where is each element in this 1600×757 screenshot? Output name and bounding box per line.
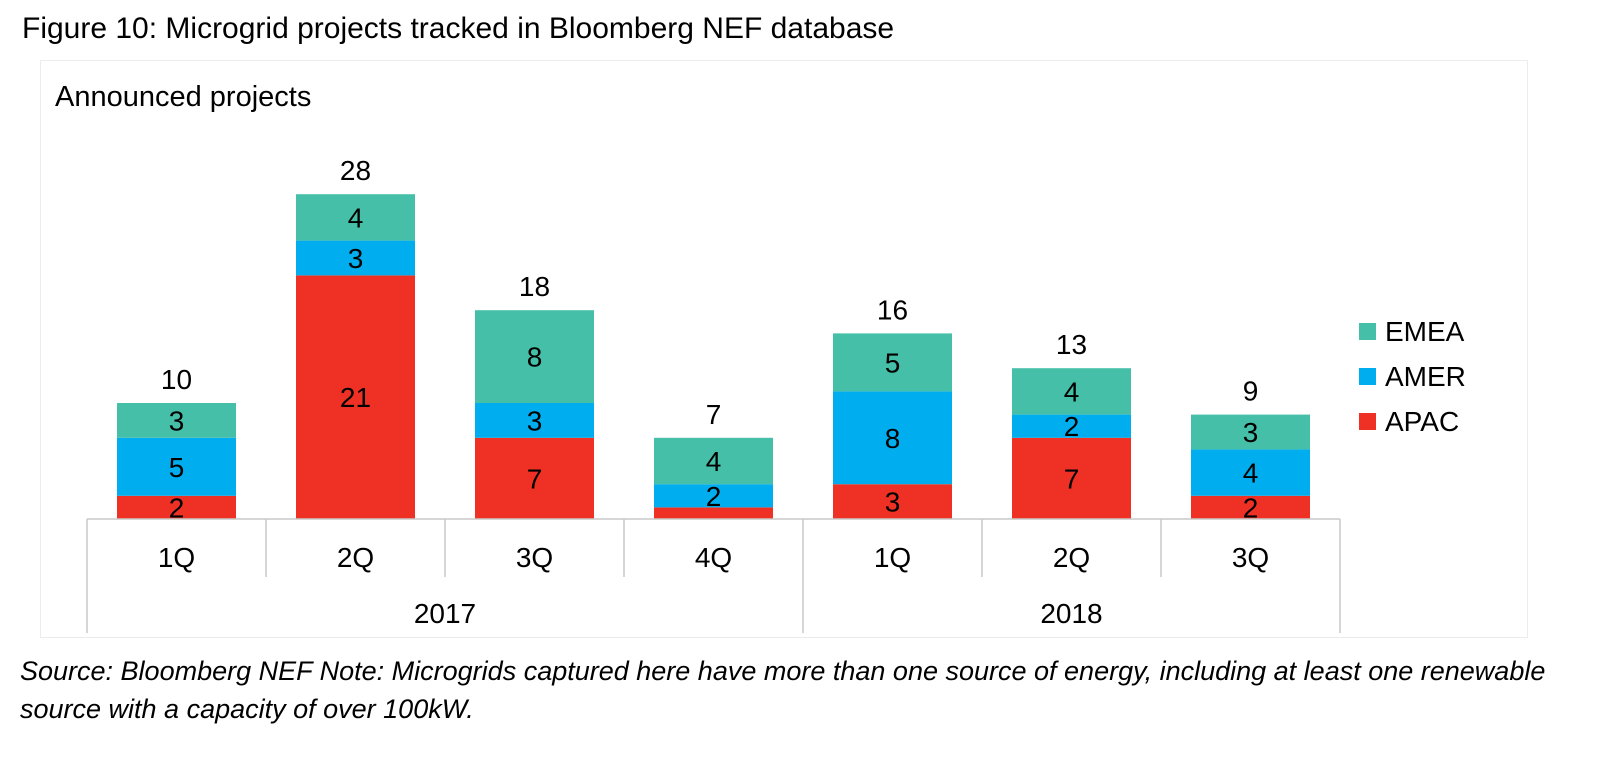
bar-emea-1: [117, 403, 236, 438]
bar-apac-1: [117, 495, 236, 519]
year-label-2: 2018: [1040, 598, 1102, 629]
bar-amer-2: [296, 240, 415, 276]
bar-emea-5: [833, 333, 952, 392]
chart-panel: Announced projects 2 5 3 10 21 3 4 28 7 3 8 18 2 4 7 3 8…: [40, 60, 1528, 638]
category-axis: 1Q 2Q 3Q 4Q 1Q 2Q 3Q 2017 2018: [86, 518, 1341, 633]
bar-amer-4: [654, 484, 773, 508]
data-label-apac-2: 21: [340, 382, 371, 413]
legend-swatch-apac: [1359, 413, 1376, 430]
total-label-7: 9: [1243, 376, 1259, 407]
tick-label-7: 3Q: [1232, 542, 1269, 573]
bar-apac-4: [654, 507, 773, 519]
total-label-6: 13: [1056, 329, 1087, 360]
legend-label-amer: AMER: [1385, 361, 1466, 392]
bar-emea-3: [475, 310, 594, 403]
total-label-2: 28: [340, 155, 371, 186]
data-label-emea-3: 8: [527, 342, 543, 373]
data-label-emea-7: 3: [1243, 417, 1259, 448]
tick-label-3: 3Q: [516, 542, 553, 573]
bar-emea-6: [1012, 368, 1131, 415]
data-label-amer-4: 2: [706, 481, 722, 512]
bar-emea-2: [296, 194, 415, 241]
stacked-bar-chart: Announced projects 253102134287381824738…: [55, 81, 1466, 633]
data-label-amer-5: 8: [885, 423, 901, 454]
data-label-amer-3: 3: [527, 405, 543, 436]
tick-label-2: 2Q: [337, 542, 374, 573]
bar-amer-6: [1012, 414, 1131, 438]
bar-amer-5: [833, 391, 952, 485]
legend-swatch-amer: [1359, 368, 1376, 385]
bar-apac-7: [1191, 495, 1310, 519]
year-label-1: 2017: [414, 598, 476, 629]
data-label-emea-2: 4: [348, 202, 364, 233]
data-label-emea-5: 5: [885, 347, 901, 378]
legend: EMEA AMER APAC: [1359, 316, 1466, 437]
data-label-apac-3: 7: [527, 463, 543, 494]
bar-apac-5: [833, 484, 952, 519]
tick-label-6: 2Q: [1053, 542, 1090, 573]
bar-emea-7: [1191, 414, 1310, 450]
tick-label-5: 1Q: [874, 542, 911, 573]
legend-label-emea: EMEA: [1385, 316, 1465, 347]
data-label-amer-6: 2: [1064, 411, 1080, 442]
data-label-emea-4: 4: [706, 446, 722, 477]
y-axis-label: Announced projects: [55, 81, 311, 113]
total-label-3: 18: [519, 271, 550, 302]
legend-swatch-emea: [1359, 323, 1376, 340]
total-label-4: 7: [706, 399, 722, 430]
bar-apac-2: [296, 275, 415, 519]
bar-amer-3: [475, 403, 594, 438]
tick-label-1: 1Q: [158, 542, 195, 573]
data-label-amer-7: 4: [1243, 458, 1259, 489]
bar-apac-3: [475, 437, 594, 519]
data-label-apac-6: 7: [1064, 463, 1080, 494]
data-label-emea-6: 4: [1064, 376, 1080, 407]
bar-amer-1: [117, 437, 236, 496]
data-label-amer-1: 5: [169, 452, 185, 483]
bar-amer-7: [1191, 449, 1310, 496]
source-note: Source: Bloomberg NEF Note: Microgrids c…: [20, 656, 1546, 724]
total-label-5: 16: [877, 294, 908, 325]
legend-label-apac: APAC: [1385, 406, 1459, 437]
data-label-apac-7: 2: [1243, 492, 1259, 523]
data-label-amer-2: 3: [348, 243, 364, 274]
data-label-emea-1: 3: [169, 405, 185, 436]
bar-apac-6: [1012, 437, 1131, 519]
bar-emea-4: [654, 437, 773, 485]
figure-title: Figure 10: Microgrid projects tracked in…: [22, 12, 895, 45]
total-label-1: 10: [161, 364, 192, 395]
data-label-apac-5: 3: [885, 487, 901, 518]
tick-label-4: 4Q: [695, 542, 732, 573]
data-label-apac-1: 2: [169, 492, 185, 523]
